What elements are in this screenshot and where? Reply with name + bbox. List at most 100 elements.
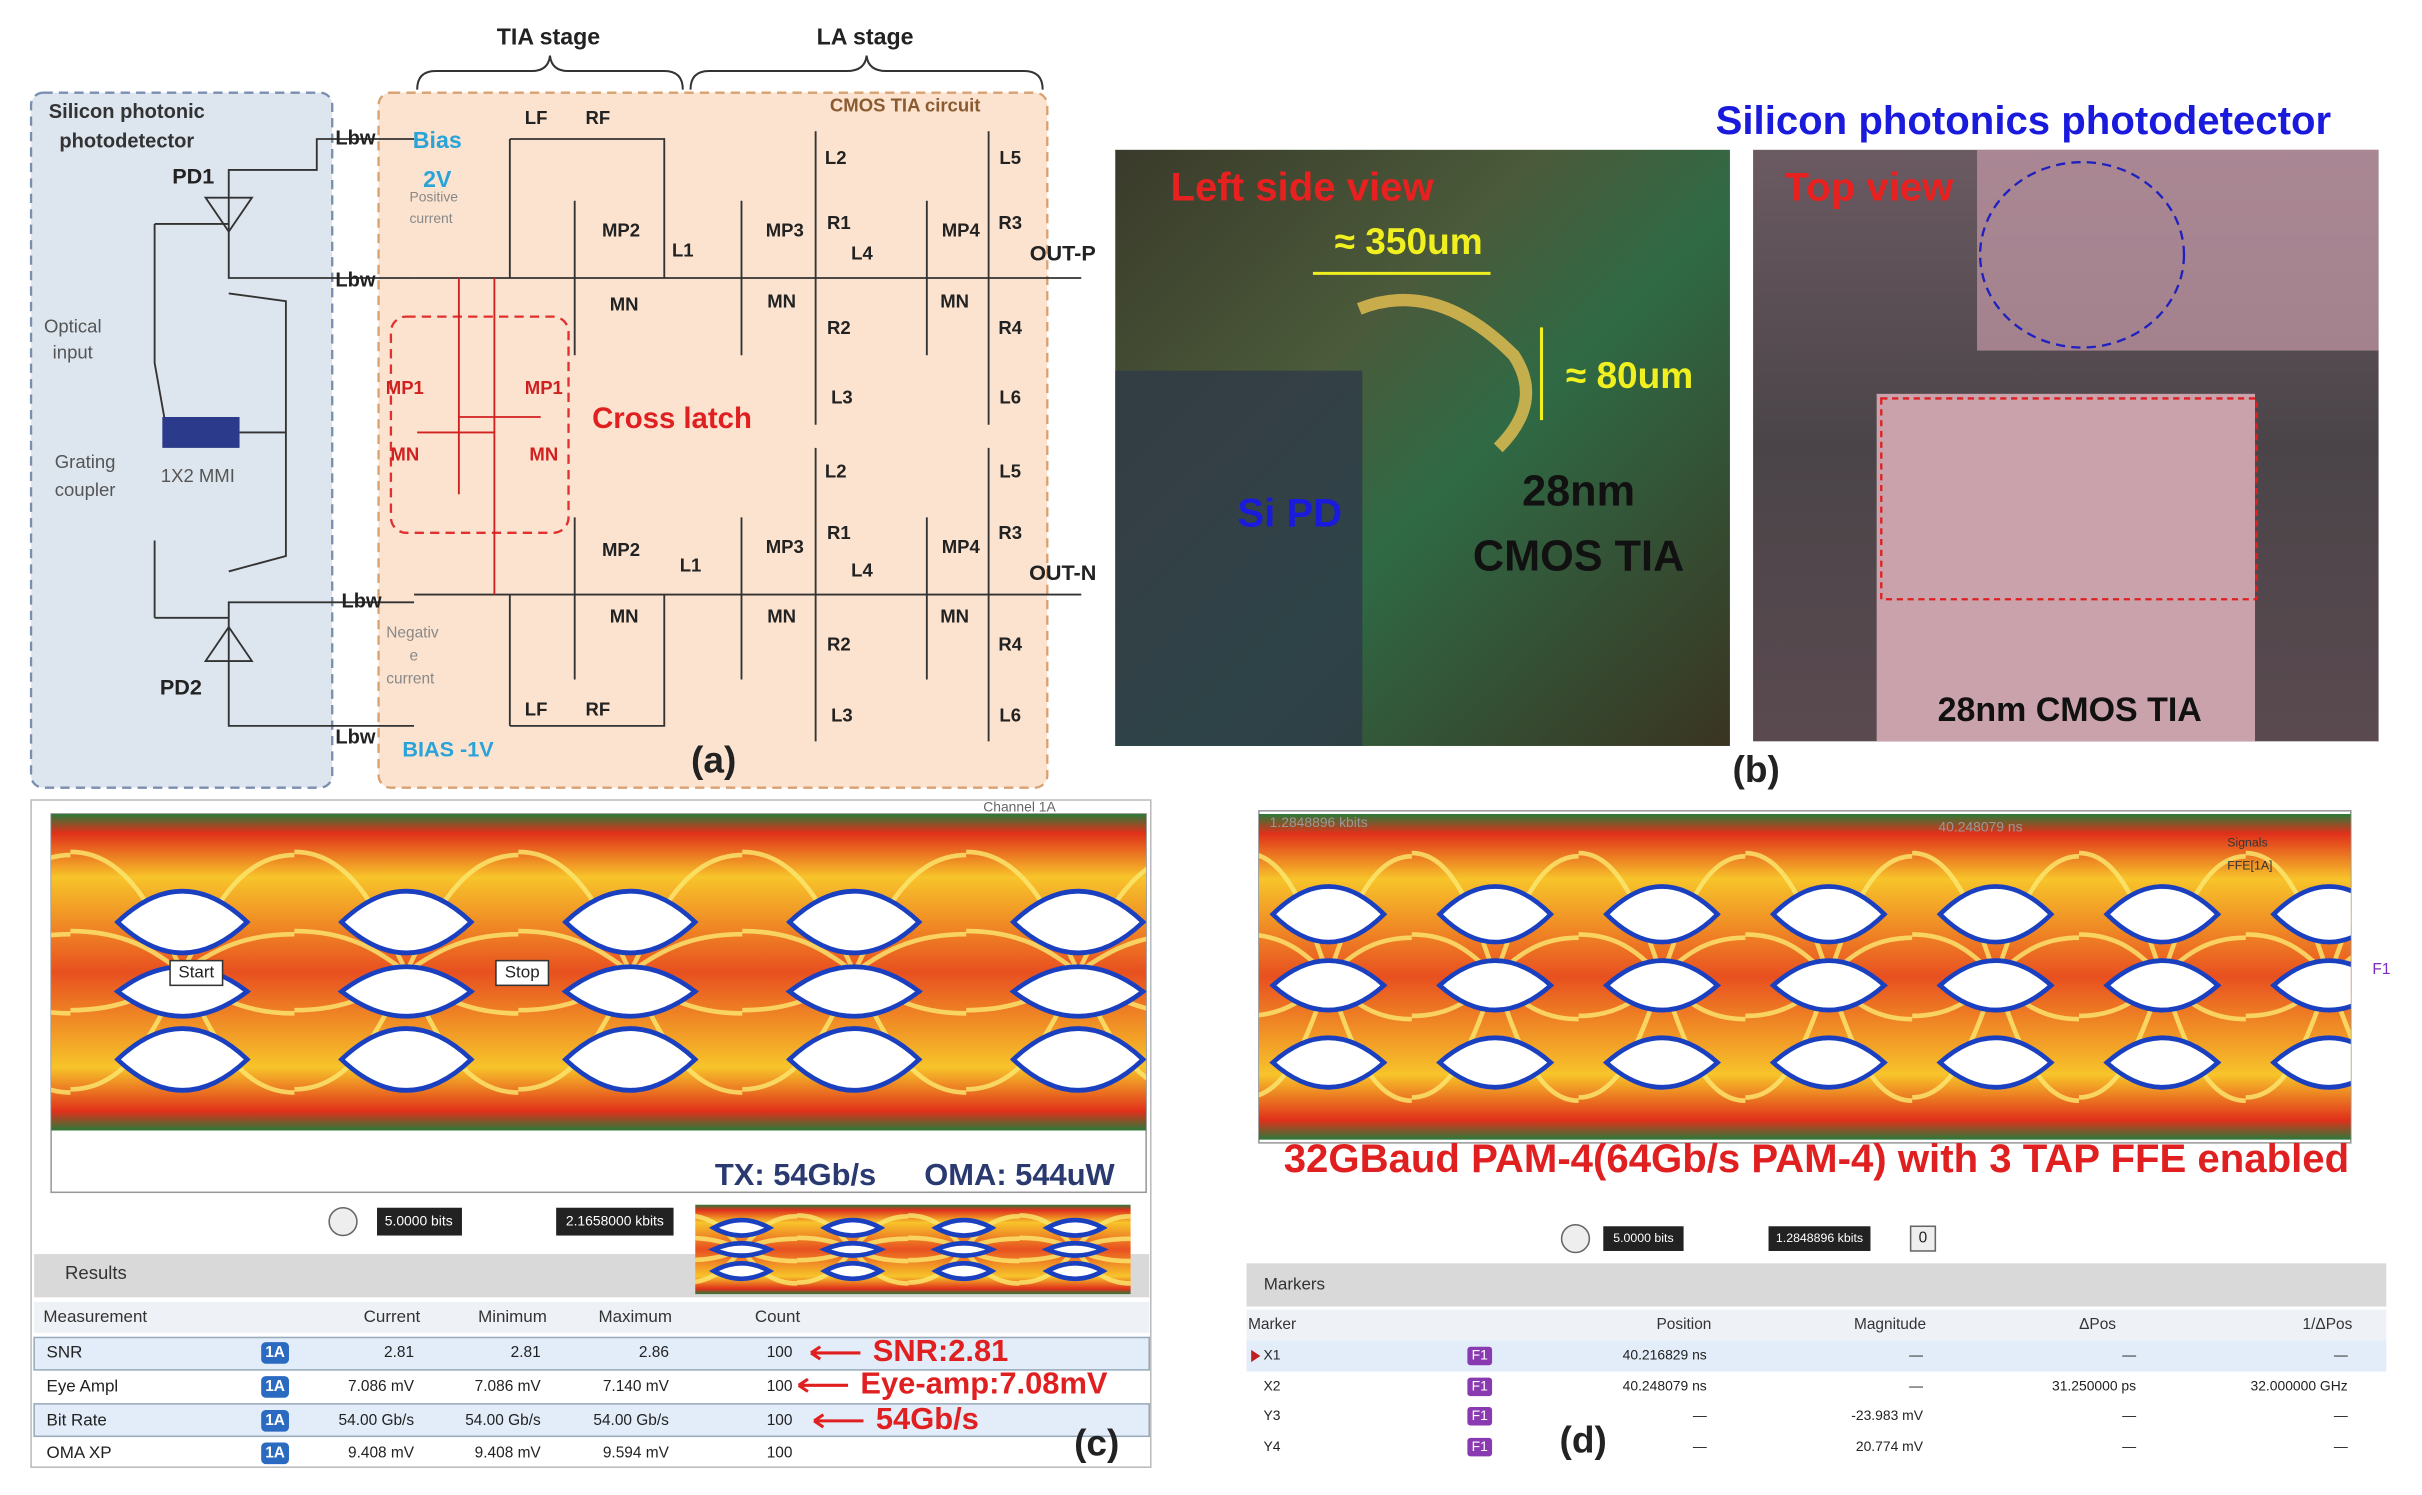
table-cell: 100 (767, 1444, 793, 1461)
eye-opening (1009, 1026, 1147, 1093)
label: OUT-N (1029, 560, 1096, 585)
component-label: MN (529, 443, 558, 464)
label: 28nm (1522, 468, 1635, 516)
table-cell: — (2334, 1438, 2348, 1454)
table-cell: F1 (1472, 1407, 1488, 1423)
table-cell: 100 (767, 1378, 793, 1395)
eye-opening (562, 888, 699, 956)
eye-opening (931, 1261, 997, 1282)
table-cell: X1 (1264, 1347, 1281, 1363)
annotation: 54Gb/s (876, 1401, 979, 1436)
label: CMOS TIA (1473, 533, 1684, 581)
eye-opening (2103, 958, 2222, 1013)
eye-diagram (695, 1204, 1131, 1295)
table-cell: 100 (767, 1412, 793, 1429)
label: (a) (691, 739, 736, 781)
toolbar-field (556, 1207, 674, 1236)
eye-trace (2413, 934, 2422, 1019)
label: Left side view (1171, 165, 1435, 210)
table-cell: — (2334, 1347, 2348, 1363)
row-highlight (33, 1403, 1150, 1438)
table-cell: — (2334, 1407, 2348, 1423)
component-label: L2 (825, 460, 847, 481)
pd-outline (1978, 161, 2186, 349)
toolbar-field (1909, 1225, 1937, 1252)
component-label: R3 (998, 212, 1022, 233)
table-cell: 31.250000 ps (2052, 1378, 2136, 1394)
table-cell: 54.00 Gb/s (593, 1412, 669, 1429)
component-label: MN (610, 606, 639, 627)
stage-braces (416, 55, 1044, 90)
circuit-wires (153, 131, 1082, 742)
eye-diagram (1258, 813, 2422, 1140)
table-cell: — (1909, 1378, 1923, 1394)
table-cell: F1 (1472, 1347, 1488, 1363)
eye-trace (2413, 856, 2422, 1097)
label: coupler (55, 479, 116, 500)
eye-opening (1769, 958, 1888, 1013)
component-label: R4 (998, 317, 1022, 338)
eye-opening (708, 1217, 775, 1238)
table-cell: X2 (1264, 1378, 1281, 1394)
component-label: L6 (999, 705, 1021, 726)
table-cell: 2.81 (384, 1344, 414, 1361)
label: LA stage (817, 24, 914, 50)
component-label: R3 (998, 522, 1022, 543)
markers-header (1246, 1309, 2387, 1341)
component-label: L3 (831, 705, 853, 726)
column-header: Minimum (478, 1307, 547, 1326)
eye-opening (1269, 1035, 1388, 1090)
component-label: L1 (672, 240, 694, 261)
label: 28nm CMOS TIA (1938, 691, 2202, 729)
eye-opening (114, 888, 251, 956)
component-label: MN (940, 606, 969, 627)
component-label: L6 (999, 386, 1021, 407)
eye-trace (2413, 853, 2422, 1101)
channel-badge (261, 1410, 289, 1432)
table-cell: Y4 (1264, 1438, 1281, 1454)
table-cell: 9.408 mV (348, 1444, 415, 1461)
label: Start (178, 962, 214, 981)
column-header: Maximum (598, 1307, 672, 1326)
label: Cross latch (592, 402, 752, 435)
table-cell: F1 (1472, 1438, 1488, 1454)
label: TIA stage (497, 24, 600, 50)
eye-opening (708, 1261, 775, 1282)
eye-opening (1042, 1261, 1108, 1282)
table-cell: 1A (265, 1444, 285, 1461)
table-cell: 100 (767, 1344, 793, 1361)
annotation: SNR:2.81 (873, 1333, 1009, 1368)
label: OUT-P (1030, 241, 1096, 266)
table-cell: F1 (1472, 1378, 1488, 1394)
component-label: MN (767, 291, 796, 312)
eye-opening (2270, 1035, 2351, 1090)
component-label: L3 (831, 386, 853, 407)
eye-opening (338, 1026, 475, 1093)
row-highlight (1246, 1340, 2387, 1372)
eye-opening (2270, 884, 2351, 945)
eye-opening (0, 1029, 23, 1091)
channel-badge (261, 1376, 289, 1398)
table-cell: -23.983 mV (1851, 1407, 1923, 1423)
label: CMOS TIA circuit (830, 94, 981, 115)
table-cell: 2.81 (511, 1344, 541, 1361)
component-label: MP2 (602, 220, 640, 241)
component-label: MN (610, 294, 639, 315)
column-header: Marker (1248, 1316, 1296, 1333)
toolbar-field (1603, 1226, 1684, 1251)
eye-opening (1269, 884, 1388, 945)
eye-opening (1603, 884, 1721, 945)
label: FFE[1A] (2227, 859, 2272, 873)
row-highlight (33, 1336, 1150, 1371)
eye-opening (786, 1026, 923, 1093)
component-label: R1 (827, 522, 851, 543)
label: ≈ 350um (1335, 220, 1483, 262)
label: current (386, 671, 435, 688)
component-label: MN (390, 443, 419, 464)
eye-opening (786, 888, 923, 956)
table-cell: 9.594 mV (603, 1444, 670, 1461)
label: Markers (1264, 1274, 1325, 1293)
label: 1.2848896 kbits (1270, 814, 1368, 830)
label: 40.248079 ns (1938, 818, 2022, 834)
component-label: LF (525, 698, 548, 719)
